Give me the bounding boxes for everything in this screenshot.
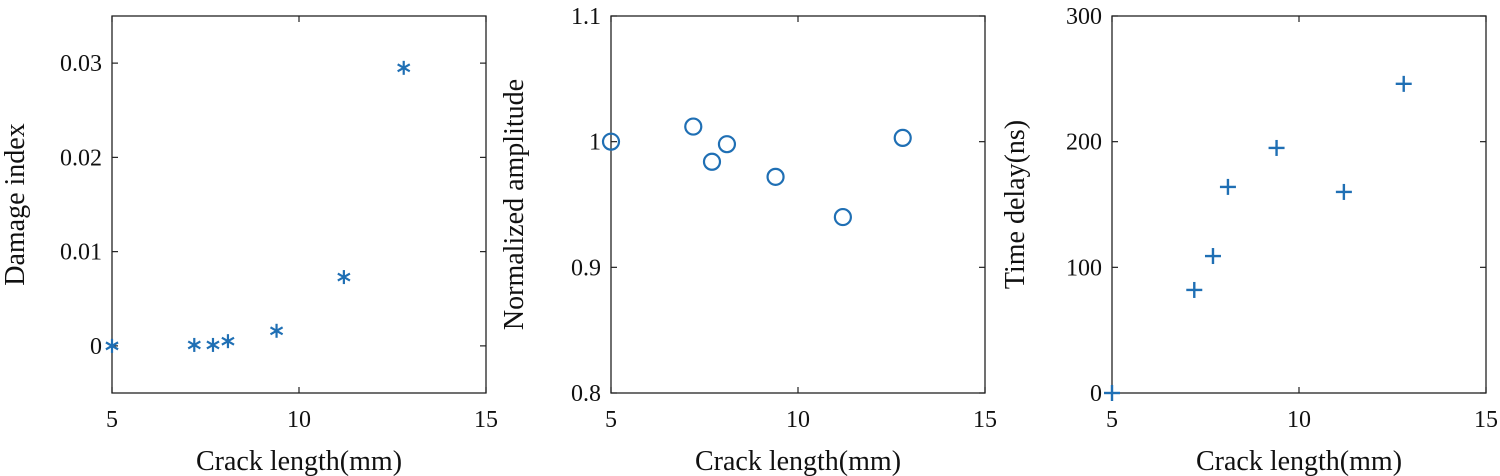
damage-y-tick-label: 0 [90, 334, 102, 360]
amplitude-y-tick-label: 1 [589, 130, 601, 156]
amplitude-data-point [717, 135, 737, 154]
delay-y-tick-label: 100 [1066, 255, 1102, 281]
damage-data-point [269, 323, 284, 338]
damage-y-tick-label: 0.01 [60, 240, 102, 266]
damage-data-point [105, 338, 119, 353]
amplitude-data-point [766, 167, 785, 186]
delay-x-tick-label: 15 [1474, 407, 1498, 433]
damage-y-tick-label: 0.03 [60, 51, 102, 77]
amplitude-y-tick-label: 0.9 [571, 255, 601, 281]
amplitude-y-axis-label: Normalized amplitude [499, 79, 530, 330]
amplitude-data-point [833, 207, 852, 227]
delay-x-tick-label: 5 [1106, 407, 1118, 433]
damage-x-tick-label: 5 [106, 407, 118, 433]
delay-data-point [1335, 183, 1352, 200]
delay-data-point [1395, 75, 1412, 92]
damage-data-point [221, 334, 235, 349]
time-delay-panel: 5 10 15 0 100 200 300 Crack length(mm) Time dela… [1000, 4, 1498, 476]
delay-data-point [1186, 281, 1203, 298]
damage-y-axis-label: Damage index [0, 123, 31, 286]
damage-y-tick-label: 0.02 [60, 145, 102, 171]
amplitude-y-tick-label: 0.8 [571, 381, 601, 407]
delay-y-tick-label: 200 [1066, 130, 1102, 156]
amplitude-axes-frame [610, 15, 986, 394]
damage-data-point [337, 270, 351, 285]
delay-data-point [1204, 248, 1221, 265]
delay-data-point [1219, 178, 1236, 195]
amplitude-y-tick-label: 1.1 [571, 4, 601, 30]
amplitude-x-tick-label: 15 [973, 407, 997, 433]
delay-axes-frame [1111, 15, 1487, 394]
normalized-amplitude-panel: 5 10 15 0.8 0.9 1 1.1 Crack length(mm) Normalize… [499, 4, 997, 476]
damage-data-point [397, 60, 411, 75]
amplitude-data-point [702, 152, 722, 171]
damage-x-axis-label: Crack length(mm) [196, 446, 402, 476]
delay-y-tick-label: 300 [1066, 4, 1102, 30]
amplitude-x-tick-label: 5 [605, 407, 617, 433]
delay-y-axis-label: Time delay(ns) [1000, 120, 1031, 289]
damage-x-tick-label: 15 [474, 407, 498, 433]
damage-x-tick-label: 10 [287, 407, 311, 433]
amplitude-data-point [684, 117, 703, 136]
amplitude-x-axis-label: Crack length(mm) [695, 446, 901, 476]
delay-data-point [1104, 385, 1120, 401]
damage-data-point [187, 337, 201, 352]
amplitude-data-point [601, 132, 621, 151]
amplitude-x-tick-label: 10 [786, 407, 810, 433]
amplitude-data-point [893, 128, 912, 147]
delay-x-tick-label: 10 [1287, 407, 1311, 433]
damage-data-point [206, 337, 220, 352]
damage-index-panel: 5 10 15 0 0.01 0.02 0.03 Crack length(mm) Damage… [0, 15, 498, 476]
damage-axes-frame [111, 15, 487, 394]
delay-y-tick-label: 0 [1090, 381, 1102, 407]
delay-data-point [1268, 139, 1285, 156]
delay-x-axis-label: Crack length(mm) [1196, 446, 1402, 476]
